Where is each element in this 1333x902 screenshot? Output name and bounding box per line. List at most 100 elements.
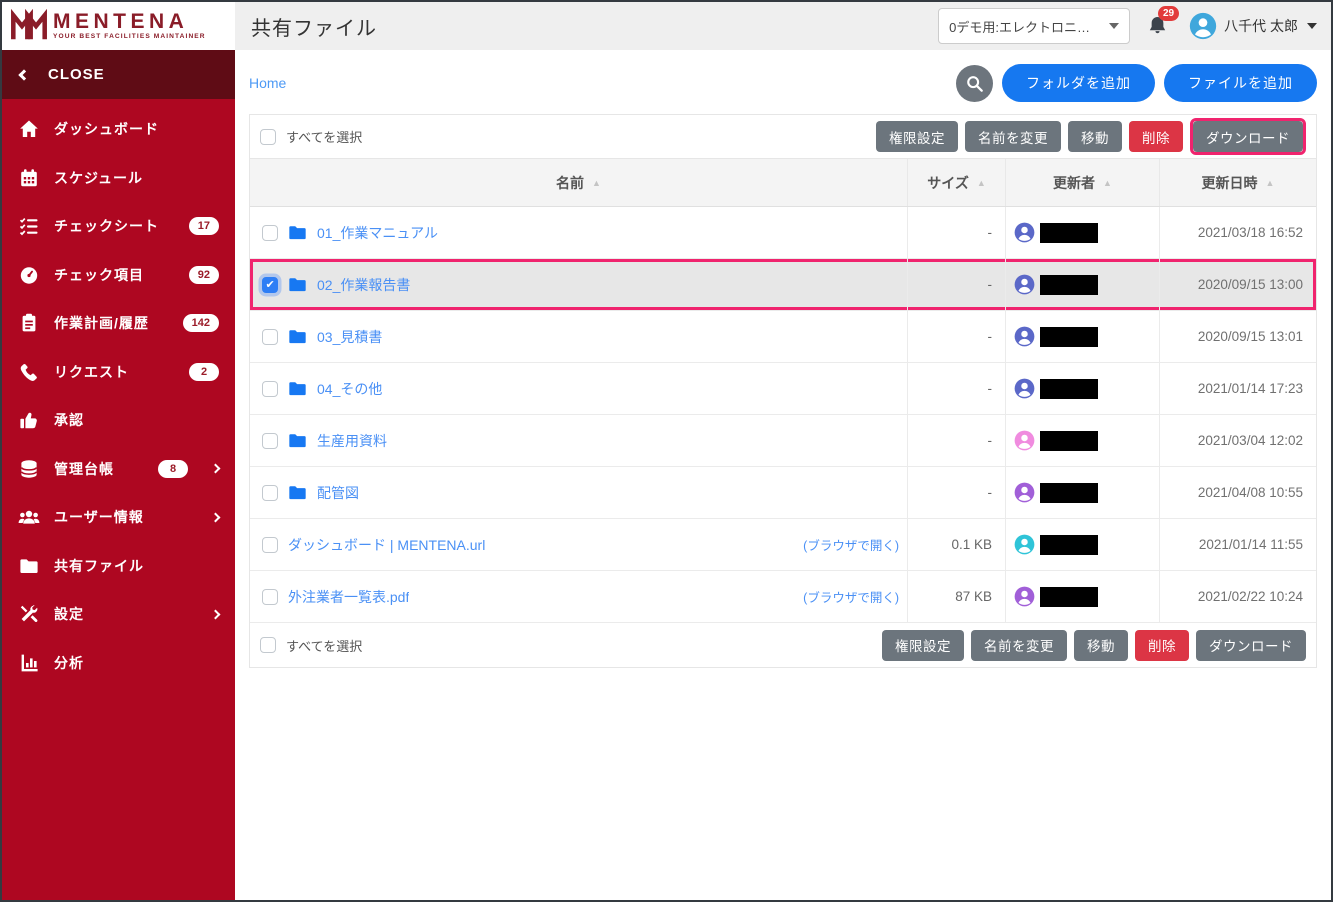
sidebar-close-button[interactable]: CLOSE bbox=[2, 50, 235, 99]
row-checkbox[interactable] bbox=[262, 328, 278, 345]
updated-datetime: 2021/04/08 10:55 bbox=[1159, 467, 1316, 518]
folder-link[interactable]: 配管図 bbox=[317, 484, 359, 501]
add-folder-button[interactable]: フォルダを追加 bbox=[1002, 64, 1155, 102]
permission-button[interactable]: 権限設定 bbox=[882, 629, 964, 661]
select-all-checkbox[interactable] bbox=[260, 128, 276, 145]
download-button[interactable]: ダウンロード bbox=[1196, 629, 1306, 661]
updater-avatar bbox=[1014, 534, 1035, 555]
sidebar-item-checksheet[interactable]: チェックシート 17 bbox=[2, 202, 235, 251]
folder-link[interactable]: 02_作業報告書 bbox=[317, 276, 411, 293]
updater-avatar bbox=[1014, 430, 1035, 451]
chevron-right-icon bbox=[210, 463, 221, 474]
updater-avatar bbox=[1014, 222, 1035, 243]
notifications-button[interactable]: 29 bbox=[1146, 6, 1180, 38]
folder-icon bbox=[288, 327, 307, 346]
updated-datetime: 2021/01/14 11:55 bbox=[1159, 519, 1316, 570]
select-all-checkbox[interactable] bbox=[260, 637, 276, 653]
sidebar-item-request[interactable]: リクエスト 2 bbox=[2, 348, 235, 397]
row-checkbox[interactable] bbox=[262, 432, 278, 449]
row-checkbox[interactable] bbox=[262, 588, 278, 605]
home-icon bbox=[18, 119, 40, 139]
table-row[interactable]: 配管図 - 2021/04/08 10:55 bbox=[250, 467, 1316, 519]
file-link[interactable]: 外注業者一覧表.pdf bbox=[288, 588, 410, 605]
sidebar-item-analytics[interactable]: 分析 bbox=[2, 639, 235, 688]
sidebar-item-workplan[interactable]: 作業計画/履歴 142 bbox=[2, 299, 235, 348]
add-file-button[interactable]: ファイルを追加 bbox=[1164, 64, 1317, 102]
sidebar: MENTENA YOUR BEST FACILITIES MAINTAINER … bbox=[2, 2, 235, 900]
brand-name: MENTENA bbox=[53, 10, 189, 34]
table-row-selected[interactable]: 02_作業報告書 - 2020/09/15 13:00 bbox=[250, 259, 1316, 311]
sidebar-item-approval[interactable]: 承認 bbox=[2, 396, 235, 445]
sort-by-updated[interactable]: 更新日時 ▲ bbox=[1159, 159, 1316, 206]
redacted-updater-name bbox=[1040, 586, 1098, 607]
folder-link[interactable]: 04_その他 bbox=[317, 380, 383, 397]
sidebar-item-shared-files[interactable]: 共有ファイル bbox=[2, 542, 235, 591]
sidebar-item-schedule[interactable]: スケジュール bbox=[2, 154, 235, 203]
table-row[interactable]: ダッシュボード | MENTENA.url (ブラウザで開く) 0.1 KB 2… bbox=[250, 519, 1316, 571]
delete-button[interactable]: 削除 bbox=[1135, 629, 1189, 661]
sidebar-nav: ダッシュボード スケジュール bbox=[2, 99, 235, 687]
row-checkbox-checked[interactable] bbox=[262, 276, 278, 293]
table-row[interactable]: 04_その他 - 2021/01/14 17:23 bbox=[250, 363, 1316, 415]
row-checkbox[interactable] bbox=[262, 224, 278, 241]
table-row[interactable]: 生産用資料 - 2021/03/04 12:02 bbox=[250, 415, 1316, 467]
select-all-bottom[interactable]: すべてを選択 bbox=[260, 636, 362, 655]
user-avatar bbox=[1189, 12, 1217, 40]
sort-by-name[interactable]: 名前 ▲ bbox=[556, 174, 601, 191]
user-menu[interactable]: 八千代 太郎 bbox=[1189, 12, 1317, 40]
action-row-top: すべてを選択 権限設定 名前を変更 移動 削除 ダウンロード bbox=[250, 115, 1316, 159]
updater-avatar bbox=[1014, 586, 1035, 607]
chevron-right-icon bbox=[210, 609, 221, 620]
sort-by-size[interactable]: サイズ ▲ bbox=[907, 159, 1005, 206]
open-in-browser-link[interactable]: (ブラウザで開く) bbox=[803, 539, 899, 553]
sidebar-item-settings[interactable]: 設定 bbox=[2, 590, 235, 639]
page-header: 共有ファイル 0デモ用:エレクトロニ… 29 bbox=[235, 2, 1331, 50]
move-button[interactable]: 移動 bbox=[1074, 629, 1128, 661]
table-row[interactable]: 03_見積書 - 2020/09/15 13:01 bbox=[250, 311, 1316, 363]
users-icon bbox=[18, 507, 40, 527]
rename-button[interactable]: 名前を変更 bbox=[971, 629, 1067, 661]
sidebar-item-ledger[interactable]: 管理台帳 8 bbox=[2, 445, 235, 494]
request-count-badge: 2 bbox=[189, 362, 219, 381]
select-all-top[interactable]: すべてを選択 bbox=[260, 127, 362, 146]
rename-button[interactable]: 名前を変更 bbox=[965, 121, 1061, 152]
search-button[interactable] bbox=[956, 64, 993, 102]
breadcrumb-home[interactable]: Home bbox=[249, 75, 287, 91]
updated-datetime: 2021/01/14 17:23 bbox=[1159, 363, 1316, 414]
sort-asc-icon: ▲ bbox=[976, 177, 986, 188]
sidebar-item-users[interactable]: ユーザー情報 bbox=[2, 493, 235, 542]
folder-link[interactable]: 01_作業マニュアル bbox=[317, 224, 438, 241]
permission-button[interactable]: 権限設定 bbox=[876, 121, 958, 152]
folder-link[interactable]: 生産用資料 bbox=[317, 432, 387, 449]
row-checkbox[interactable] bbox=[262, 484, 278, 501]
chevron-right-icon bbox=[210, 512, 221, 523]
table-row[interactable]: 外注業者一覧表.pdf (ブラウザで開く) 87 KB 2021/02/22 1… bbox=[250, 571, 1316, 623]
table-row[interactable]: 01_作業マニュアル - 2021/03/18 16:52 bbox=[250, 207, 1316, 259]
folder-icon bbox=[288, 483, 307, 502]
redacted-updater-name bbox=[1040, 222, 1098, 243]
organization-select[interactable]: 0デモ用:エレクトロニ… bbox=[938, 8, 1131, 44]
sidebar-item-checkitems[interactable]: チェック項目 92 bbox=[2, 251, 235, 300]
gauge-icon bbox=[18, 265, 40, 285]
redacted-updater-name bbox=[1040, 482, 1098, 503]
redacted-updater-name bbox=[1040, 534, 1098, 555]
file-link[interactable]: ダッシュボード | MENTENA.url bbox=[288, 536, 486, 553]
row-checkbox[interactable] bbox=[262, 536, 278, 553]
sort-asc-icon: ▲ bbox=[1265, 177, 1275, 188]
sidebar-item-dashboard[interactable]: ダッシュボード bbox=[2, 105, 235, 154]
row-checkbox[interactable] bbox=[262, 380, 278, 397]
open-in-browser-link[interactable]: (ブラウザで開く) bbox=[803, 591, 899, 605]
move-button[interactable]: 移動 bbox=[1068, 121, 1122, 152]
delete-button[interactable]: 削除 bbox=[1129, 121, 1183, 152]
page-title: 共有ファイル bbox=[251, 17, 377, 40]
updater-avatar bbox=[1014, 326, 1035, 347]
download-button[interactable]: ダウンロード bbox=[1193, 121, 1303, 152]
file-size: - bbox=[907, 259, 1005, 310]
sort-by-updater[interactable]: 更新者 ▲ bbox=[1005, 159, 1159, 206]
folder-link[interactable]: 03_見積書 bbox=[317, 328, 383, 345]
updated-datetime: 2021/02/22 10:24 bbox=[1159, 571, 1316, 622]
chevron-left-icon bbox=[18, 68, 30, 81]
checklist-icon bbox=[18, 216, 40, 236]
main-area: 共有ファイル 0デモ用:エレクトロニ… 29 bbox=[235, 2, 1331, 900]
